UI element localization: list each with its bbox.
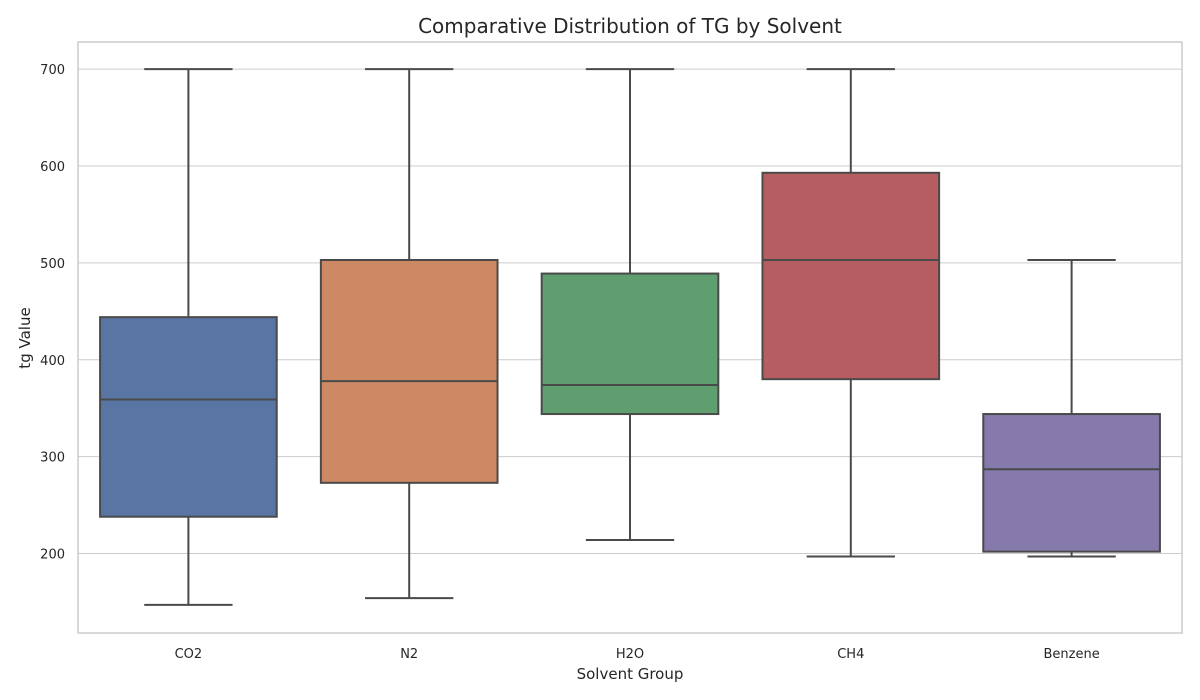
y-tick-label: 300 <box>40 451 65 466</box>
iqr-box <box>99 316 278 518</box>
plot-frame <box>77 41 1183 634</box>
x-axis-label: Solvent Group <box>577 665 684 683</box>
y-axis-label: tg Value <box>16 307 34 368</box>
box-benzene <box>982 258 1161 558</box>
iqr-box <box>761 171 941 381</box>
x-tick-label: H2O <box>616 647 644 662</box>
box-co2 <box>99 68 278 606</box>
y-tick-label: 400 <box>40 354 65 369</box>
iqr-box <box>319 258 499 484</box>
y-tick-labels: 200 300 400 500 600 700 <box>40 63 65 562</box>
x-tick-label: Benzene <box>1043 647 1099 662</box>
box-ch4 <box>761 68 941 558</box>
box-n2 <box>319 68 499 600</box>
y-tick-label: 700 <box>40 63 65 78</box>
y-tick-label: 500 <box>40 257 65 272</box>
chart-title: Comparative Distribution of TG by Solven… <box>418 14 842 38</box>
x-tick-label: CH4 <box>837 647 864 662</box>
x-tick-label: CO2 <box>175 647 203 662</box>
x-tick-label: N2 <box>400 647 418 662</box>
box-h2o <box>540 68 720 541</box>
iqr-box <box>540 272 720 416</box>
y-tick-label: 600 <box>40 160 65 175</box>
box-plots <box>99 68 1161 606</box>
y-tick-label: 200 <box>40 548 65 563</box>
iqr-box <box>982 413 1161 553</box>
x-tick-labels: CO2 N2 H2O CH4 Benzene <box>175 647 1100 662</box>
